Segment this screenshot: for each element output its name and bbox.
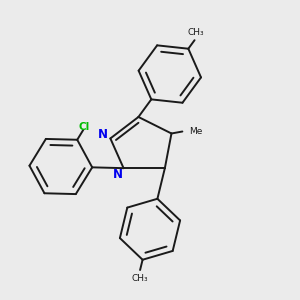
Text: Me: Me <box>189 127 202 136</box>
Text: Cl: Cl <box>79 122 90 132</box>
Text: N: N <box>112 168 123 181</box>
Text: N: N <box>98 128 108 141</box>
Text: CH₃: CH₃ <box>187 28 204 37</box>
Text: CH₃: CH₃ <box>132 274 148 283</box>
